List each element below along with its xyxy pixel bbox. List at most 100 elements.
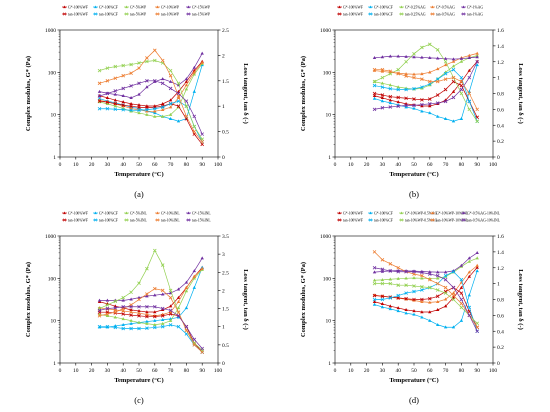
data-point bbox=[428, 70, 432, 74]
data-point bbox=[192, 274, 196, 278]
series bbox=[372, 54, 479, 61]
data-point bbox=[380, 69, 385, 73]
legend-marker bbox=[155, 218, 160, 222]
data-point bbox=[121, 298, 125, 302]
data-point bbox=[192, 65, 196, 69]
data-point bbox=[475, 329, 479, 334]
data-point bbox=[145, 304, 149, 309]
data-point bbox=[404, 276, 408, 280]
y2-tick-label: 0 bbox=[497, 155, 500, 161]
data-point bbox=[372, 79, 377, 84]
data-point bbox=[176, 89, 181, 93]
data-point bbox=[129, 102, 133, 106]
data-point bbox=[192, 285, 196, 289]
data-point bbox=[404, 291, 408, 295]
series-line bbox=[374, 271, 478, 332]
data-point bbox=[113, 101, 118, 106]
data-point bbox=[428, 285, 432, 290]
x-tick-label: 30 bbox=[380, 368, 386, 374]
data-point bbox=[396, 87, 400, 92]
data-point bbox=[145, 321, 149, 325]
legend-item: tan-100%CF bbox=[93, 218, 118, 223]
data-point bbox=[176, 314, 181, 318]
data-point bbox=[467, 99, 472, 104]
data-point bbox=[372, 299, 377, 303]
data-point bbox=[137, 309, 141, 313]
data-point bbox=[200, 51, 204, 55]
data-point bbox=[161, 308, 165, 312]
data-point bbox=[475, 107, 479, 112]
y2-tick-label: 0.6 bbox=[497, 313, 504, 319]
legend-label: tan-1%AG bbox=[467, 13, 483, 17]
legend-label: G*-5%WP bbox=[130, 6, 146, 10]
y2-tick-label: 0.8 bbox=[497, 92, 504, 98]
data-point bbox=[475, 325, 479, 330]
data-point bbox=[113, 107, 118, 112]
data-point bbox=[420, 104, 424, 108]
data-point bbox=[380, 269, 385, 273]
data-point bbox=[475, 59, 479, 64]
data-point bbox=[97, 308, 102, 313]
x-tick-label: 40 bbox=[395, 162, 401, 168]
data-point bbox=[200, 266, 204, 270]
legend-item: G*-100%CF bbox=[93, 5, 118, 10]
data-point bbox=[121, 322, 125, 326]
y-axis-title: Complex modulus, G* (Pa) bbox=[300, 56, 307, 131]
data-point bbox=[435, 48, 440, 52]
data-point bbox=[412, 106, 416, 110]
x-tick-label: 100 bbox=[489, 162, 498, 168]
legend-item: tan-10%WP-0.5%AG bbox=[399, 218, 438, 223]
data-point bbox=[420, 45, 424, 50]
data-point bbox=[404, 96, 408, 101]
data-point bbox=[168, 318, 173, 322]
legend-marker bbox=[63, 211, 66, 215]
data-point bbox=[443, 99, 448, 104]
legend-label: G*-10%WP-0.5%AG bbox=[405, 212, 438, 216]
y2-tick-label: 2.5 bbox=[222, 270, 229, 276]
data-point bbox=[428, 318, 432, 322]
legend-label: tan-0.5%AG-10%INL bbox=[467, 219, 501, 223]
data-point bbox=[184, 83, 189, 87]
y-tick-label: 1000 bbox=[320, 28, 331, 34]
series-line bbox=[99, 268, 203, 317]
data-point bbox=[192, 337, 197, 342]
y2-tick-label: 1.2 bbox=[497, 60, 504, 66]
data-point bbox=[428, 56, 432, 60]
data-point bbox=[176, 119, 181, 123]
data-point bbox=[388, 54, 392, 58]
legend-label: G*-0.5%AG-10%INL bbox=[467, 212, 501, 216]
data-point bbox=[436, 114, 440, 118]
y2-axis-title: Loss tangent, tan δ (-) bbox=[242, 269, 249, 330]
legend-label: tan-0.25%AG bbox=[405, 13, 426, 17]
legend-item: G*-10%WP bbox=[155, 5, 179, 10]
data-point bbox=[451, 285, 456, 290]
data-point bbox=[459, 318, 464, 322]
data-point bbox=[176, 315, 181, 319]
data-point bbox=[396, 269, 400, 274]
data-point bbox=[129, 313, 133, 317]
series-line bbox=[374, 69, 478, 110]
series bbox=[97, 51, 204, 100]
data-point bbox=[451, 293, 456, 298]
data-point bbox=[388, 86, 393, 91]
x-tick-label: 100 bbox=[214, 368, 223, 374]
data-point bbox=[420, 288, 424, 292]
data-point bbox=[168, 295, 173, 300]
series bbox=[372, 251, 479, 274]
data-point bbox=[412, 269, 416, 274]
data-point bbox=[184, 87, 189, 91]
legend-marker bbox=[187, 211, 190, 215]
y-tick-label: 100 bbox=[323, 276, 332, 282]
data-point bbox=[435, 93, 440, 97]
data-point bbox=[176, 91, 181, 96]
data-point bbox=[388, 69, 393, 74]
data-point bbox=[459, 291, 464, 295]
x-tick-label: 20 bbox=[364, 162, 370, 168]
data-point bbox=[160, 105, 165, 110]
x-axis-title: Temperature (°C) bbox=[389, 171, 438, 178]
data-point bbox=[168, 68, 173, 73]
data-point bbox=[420, 310, 424, 314]
data-point bbox=[404, 296, 408, 301]
y2-tick-label: 0.4 bbox=[497, 123, 504, 129]
data-point bbox=[372, 281, 377, 286]
